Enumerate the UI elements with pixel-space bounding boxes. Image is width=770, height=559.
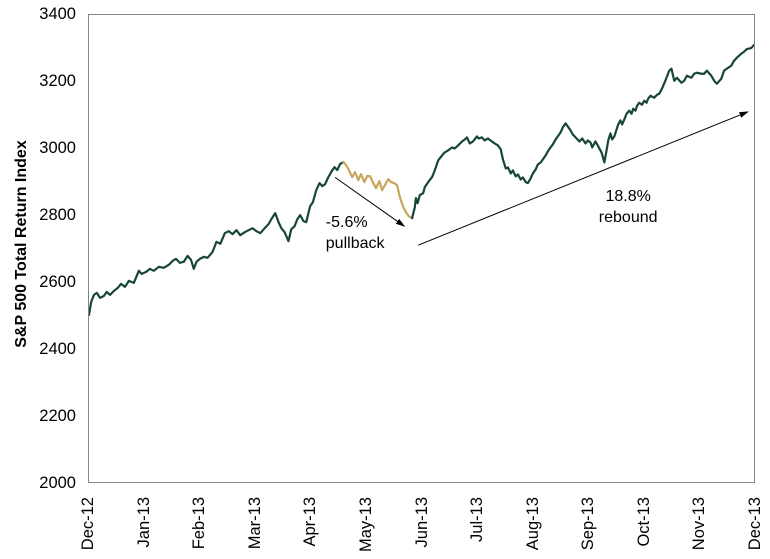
annotation-pullback-value: -5.6%	[325, 213, 368, 231]
annotation-rebound-label: rebound	[598, 208, 658, 226]
y-tick-label: 2000	[39, 474, 76, 492]
pullback-arrow	[334, 176, 406, 227]
annotation-pullback-label: pullback	[325, 234, 385, 252]
x-tick-label: Dec-12	[79, 497, 97, 551]
x-tick-label: Jun-13	[412, 497, 431, 548]
y-tick-label: 3400	[39, 5, 76, 23]
series-rebound	[411, 43, 754, 220]
series-rally-pre-pullback	[89, 160, 345, 317]
y-tick-label: 3000	[39, 139, 76, 157]
x-tick-label: Aug-13	[523, 497, 542, 551]
x-tick-label: Jan-13	[134, 497, 153, 548]
y-tick-label: 2800	[39, 206, 76, 224]
annotation-rebound-value: 18.8%	[605, 187, 651, 205]
price-line-plot	[89, 43, 754, 317]
y-tick-label: 2400	[39, 340, 76, 358]
x-tick-label: May-13	[356, 497, 375, 553]
y-tick-label: 2200	[39, 407, 76, 425]
x-tick-label: Nov-13	[690, 497, 709, 551]
rebound-arrow	[418, 111, 749, 246]
plot-area: -5.6% pullback 18.8% rebound	[88, 14, 755, 483]
x-tick-label: Jul-13	[468, 497, 487, 542]
x-tick-label: Mar-13	[245, 497, 264, 550]
x-tick-label: Oct-13	[634, 497, 653, 547]
annotation-pullback: -5.6% pullback	[326, 212, 385, 254]
x-tick-label: Dec-13	[746, 497, 764, 551]
x-tick-label: Sep-13	[579, 497, 598, 551]
annotation-rebound: 18.8% rebound	[599, 186, 658, 228]
x-tick-label: Feb-13	[190, 497, 209, 550]
y-tick-label: 3200	[39, 72, 76, 90]
y-tick-label: 2600	[39, 273, 76, 291]
x-tick-label: Apr-13	[301, 497, 320, 547]
series-pullback	[342, 160, 414, 220]
y-axis-title: S&P 500 Total Return Index	[13, 140, 30, 348]
